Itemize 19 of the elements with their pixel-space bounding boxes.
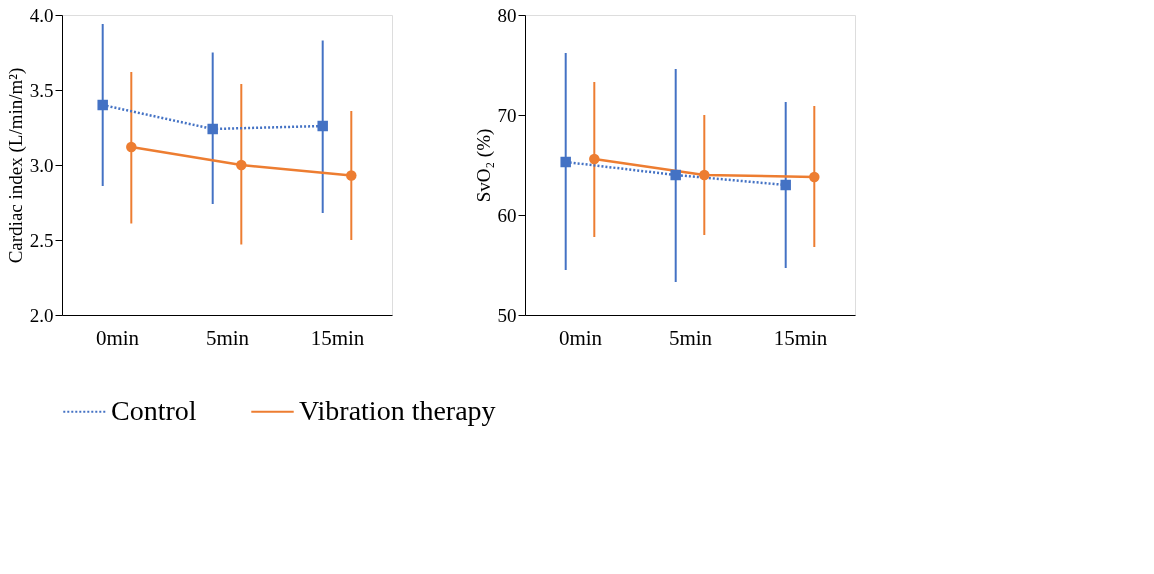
- x-tick-label: 15min: [773, 325, 828, 350]
- y-axis-title: Cardiac index (L/min/m²): [4, 67, 27, 264]
- y-tick-label: 2.5: [29, 229, 54, 251]
- y-tick-label: 80: [497, 4, 517, 26]
- y-tick-label: 3.5: [29, 79, 54, 101]
- legend-label: Vibration therapy: [299, 394, 496, 426]
- y-tick-label: 2.0: [29, 304, 54, 326]
- x-tick-label: 5min: [205, 325, 250, 350]
- x-tick-label: 0min: [95, 325, 140, 350]
- x-tick-label: 5min: [668, 325, 713, 350]
- y-tick-label: 70: [497, 104, 517, 126]
- y-tick-label: 60: [497, 204, 517, 226]
- y-tick-label: 50: [497, 304, 517, 326]
- legend-label: Control: [111, 394, 197, 426]
- y-tick-label: 3.0: [29, 154, 54, 176]
- x-tick-label: 15min: [310, 325, 365, 350]
- y-axis-title: SvO₂ (%): [472, 128, 495, 203]
- y-tick-label: 4.0: [29, 4, 54, 26]
- x-tick-label: 0min: [558, 325, 603, 350]
